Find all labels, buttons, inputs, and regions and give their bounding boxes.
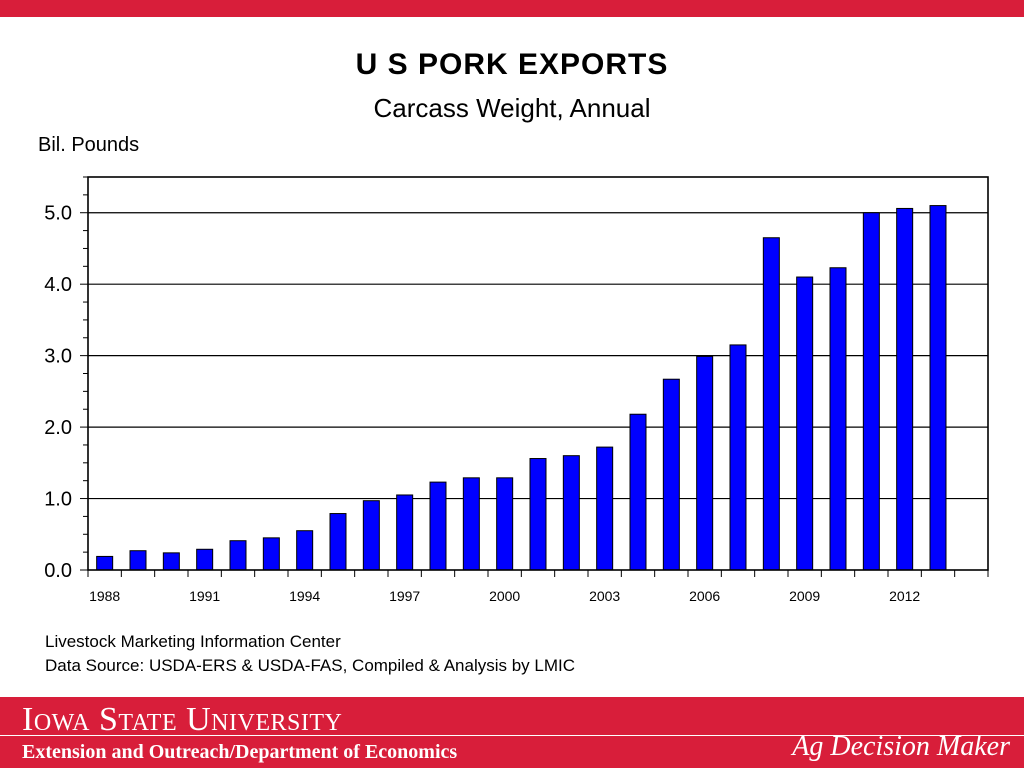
x-tick-label: 2009	[789, 588, 820, 604]
bar	[329, 513, 347, 571]
y-tick-label: 2.0	[44, 417, 72, 439]
bar	[796, 276, 814, 571]
y-tick-label: 4.0	[44, 274, 72, 296]
bar	[496, 477, 514, 571]
ag-decision-maker-brand: Ag Decision Maker	[792, 731, 1010, 762]
x-tick-label: 2000	[489, 588, 520, 604]
bar	[729, 344, 747, 571]
source-line-organization: Livestock Marketing Information Center	[45, 632, 341, 651]
pork-exports-bar-chart: 0.0 1.0 2.0 3.0 4.0 5.0 1988 1991 1994 1997 2000 20…	[44, 176, 989, 604]
university-wordmark: Iowa State University	[22, 701, 343, 738]
bar	[296, 530, 314, 571]
bar	[462, 477, 480, 571]
bar	[696, 355, 714, 571]
bar	[662, 378, 680, 571]
source-line-data: Data Source: USDA-ERS & USDA-FAS, Compil…	[45, 656, 576, 675]
bar	[529, 458, 547, 571]
x-tick-label: 1991	[189, 588, 220, 604]
bar	[762, 237, 780, 571]
bar	[196, 548, 214, 571]
top-accent-bar	[0, 0, 1024, 17]
x-tick-label: 1988	[89, 588, 120, 604]
y-tick-label: 1.0	[44, 489, 72, 511]
bar	[96, 555, 114, 571]
bar	[562, 455, 580, 571]
bar	[429, 481, 447, 571]
footer-bar: Iowa State University Extension and Outr…	[0, 697, 1024, 768]
y-axis-label: Bil. Pounds	[38, 134, 140, 156]
bar	[162, 552, 180, 571]
department-name: Extension and Outreach/Department of Eco…	[22, 741, 458, 763]
bar	[129, 550, 147, 571]
bar	[929, 205, 947, 571]
bar	[862, 212, 880, 571]
x-tick-label: 2006	[689, 588, 720, 604]
bar	[629, 413, 647, 571]
bar	[596, 446, 614, 571]
y-tick-label: 3.0	[44, 346, 72, 368]
bar	[262, 537, 280, 571]
y-tick-label: 0.0	[44, 560, 72, 582]
bar	[362, 500, 380, 571]
chart-title: U S PORK EXPORTS	[355, 48, 669, 81]
y-tick-label: 5.0	[44, 203, 72, 225]
chart-subtitle: Carcass Weight, Annual	[373, 93, 651, 123]
x-tick-label: 2012	[889, 588, 920, 604]
footer-divider	[0, 735, 1024, 736]
x-tick-label: 1994	[289, 588, 320, 604]
bar	[829, 267, 847, 571]
bar	[896, 207, 914, 571]
bar	[229, 540, 247, 571]
x-tick-label: 2003	[589, 588, 620, 604]
source-note: Livestock Marketing Information Center D…	[45, 630, 575, 678]
bar	[396, 494, 414, 571]
x-tick-label: 1997	[389, 588, 420, 604]
